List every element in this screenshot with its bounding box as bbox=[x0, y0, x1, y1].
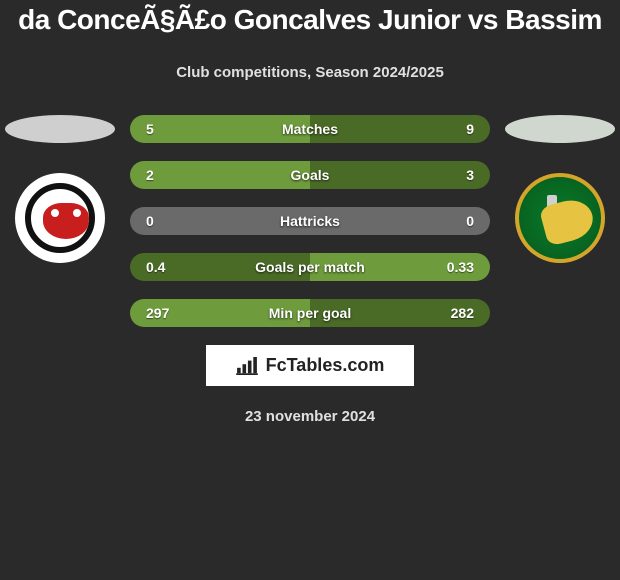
header: da ConceÃ§Ã£o Goncalves Junior vs Bassim… bbox=[0, 0, 620, 85]
stat-row: 0.40.33Goals per match bbox=[130, 253, 490, 281]
stat-label: Goals per match bbox=[255, 259, 365, 275]
bull-icon bbox=[43, 203, 89, 239]
fctables-badge: FcTables.com bbox=[206, 345, 415, 386]
footer: FcTables.com 23 november 2024 bbox=[0, 345, 620, 425]
player-right-column bbox=[500, 115, 620, 263]
stat-label: Hattricks bbox=[280, 213, 340, 229]
stat-right-value: 3 bbox=[310, 161, 490, 189]
stat-label: Goals bbox=[291, 167, 330, 183]
player-left-silhouette bbox=[5, 115, 115, 143]
madura-logo-inner bbox=[25, 183, 95, 253]
stat-row: 00Hattricks bbox=[130, 207, 490, 235]
season-subtitle: Club competitions, Season 2024/2025 bbox=[10, 64, 610, 81]
club-logo-left bbox=[15, 173, 105, 263]
stat-left-value: 2 bbox=[130, 161, 310, 189]
player-right-silhouette bbox=[505, 115, 615, 143]
page-title: da ConceÃ§Ã£o Goncalves Junior vs Bassim bbox=[10, 4, 610, 36]
stat-row: 23Goals bbox=[130, 161, 490, 189]
club-logo-right bbox=[515, 173, 605, 263]
player-left-column bbox=[0, 115, 120, 263]
bar-chart-icon bbox=[236, 357, 258, 375]
date-text: 23 november 2024 bbox=[0, 408, 620, 425]
stats-column: 59Matches 23Goals 00Hattricks 0.40.33Goals … bbox=[130, 115, 490, 327]
stat-row: 297282Min per goal bbox=[130, 299, 490, 327]
stat-row: 59Matches bbox=[130, 115, 490, 143]
brand-text: FcTables.com bbox=[266, 355, 385, 376]
main-comparison: 59Matches 23Goals 00Hattricks 0.40.33Goals … bbox=[0, 85, 620, 327]
stat-label: Min per goal bbox=[269, 305, 351, 321]
stat-label: Matches bbox=[282, 121, 338, 137]
